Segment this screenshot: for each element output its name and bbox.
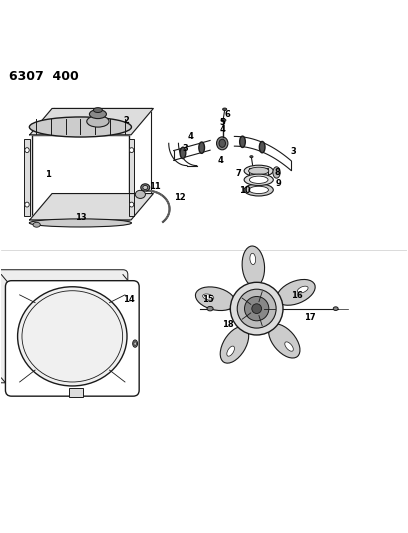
Circle shape bbox=[237, 289, 276, 328]
FancyBboxPatch shape bbox=[0, 270, 128, 383]
Bar bbox=[24, 139, 30, 216]
Text: 18: 18 bbox=[222, 320, 234, 328]
Ellipse shape bbox=[195, 287, 235, 311]
Ellipse shape bbox=[220, 327, 248, 363]
Text: 8: 8 bbox=[274, 168, 280, 177]
Ellipse shape bbox=[129, 148, 134, 152]
Ellipse shape bbox=[273, 167, 280, 178]
Text: 4: 4 bbox=[217, 156, 223, 165]
Ellipse shape bbox=[25, 148, 29, 152]
Text: 14: 14 bbox=[123, 295, 135, 304]
Ellipse shape bbox=[135, 190, 145, 198]
Text: 7: 7 bbox=[235, 169, 241, 178]
Ellipse shape bbox=[207, 306, 213, 311]
Circle shape bbox=[244, 296, 269, 321]
Circle shape bbox=[231, 282, 283, 335]
Text: 3: 3 bbox=[183, 144, 188, 152]
Polygon shape bbox=[30, 193, 153, 220]
Ellipse shape bbox=[244, 174, 273, 185]
Ellipse shape bbox=[180, 147, 186, 158]
Text: 4: 4 bbox=[188, 132, 193, 141]
Bar bbox=[69, 389, 83, 398]
Ellipse shape bbox=[259, 141, 265, 153]
FancyBboxPatch shape bbox=[5, 281, 139, 396]
Bar bbox=[249, 168, 268, 180]
Ellipse shape bbox=[29, 117, 131, 137]
Circle shape bbox=[252, 304, 262, 313]
Ellipse shape bbox=[25, 202, 29, 207]
Ellipse shape bbox=[217, 137, 228, 150]
Text: 5: 5 bbox=[219, 118, 225, 127]
Text: 1: 1 bbox=[45, 169, 51, 179]
Text: 17: 17 bbox=[304, 313, 315, 321]
Text: 4: 4 bbox=[219, 125, 225, 134]
Ellipse shape bbox=[285, 342, 293, 351]
Text: 13: 13 bbox=[75, 213, 86, 222]
Ellipse shape bbox=[244, 184, 273, 196]
Ellipse shape bbox=[250, 253, 256, 264]
Ellipse shape bbox=[93, 108, 102, 112]
Ellipse shape bbox=[277, 279, 315, 305]
Text: 12: 12 bbox=[174, 193, 186, 202]
Ellipse shape bbox=[249, 176, 268, 183]
Ellipse shape bbox=[223, 108, 227, 110]
Ellipse shape bbox=[244, 165, 273, 176]
Ellipse shape bbox=[33, 222, 40, 227]
Polygon shape bbox=[30, 108, 153, 135]
Ellipse shape bbox=[242, 246, 264, 286]
Text: 6307  400: 6307 400 bbox=[9, 70, 79, 83]
Ellipse shape bbox=[227, 346, 235, 356]
Ellipse shape bbox=[143, 185, 148, 190]
Ellipse shape bbox=[333, 307, 338, 310]
Bar bbox=[129, 139, 134, 216]
Ellipse shape bbox=[87, 116, 109, 127]
Text: 3: 3 bbox=[290, 147, 296, 156]
Ellipse shape bbox=[18, 287, 127, 386]
Ellipse shape bbox=[297, 286, 308, 293]
Text: 15: 15 bbox=[202, 295, 214, 304]
Ellipse shape bbox=[141, 184, 150, 191]
Text: 2: 2 bbox=[123, 116, 129, 125]
Ellipse shape bbox=[203, 294, 214, 300]
Ellipse shape bbox=[29, 219, 131, 227]
Ellipse shape bbox=[133, 340, 137, 347]
Ellipse shape bbox=[221, 119, 226, 122]
Text: 6: 6 bbox=[224, 110, 231, 119]
Ellipse shape bbox=[268, 324, 300, 358]
Bar bbox=[32, 135, 129, 220]
Ellipse shape bbox=[134, 342, 136, 345]
Text: 9: 9 bbox=[276, 179, 282, 188]
Ellipse shape bbox=[250, 156, 253, 158]
Ellipse shape bbox=[239, 136, 245, 148]
Ellipse shape bbox=[219, 139, 226, 147]
Ellipse shape bbox=[89, 110, 106, 119]
Bar bbox=[54, 108, 151, 193]
Text: 10: 10 bbox=[239, 186, 251, 195]
Ellipse shape bbox=[129, 202, 134, 207]
Ellipse shape bbox=[249, 186, 268, 193]
Text: 16: 16 bbox=[291, 291, 303, 300]
Ellipse shape bbox=[248, 167, 269, 174]
Text: 11: 11 bbox=[149, 182, 161, 191]
Ellipse shape bbox=[199, 142, 204, 154]
